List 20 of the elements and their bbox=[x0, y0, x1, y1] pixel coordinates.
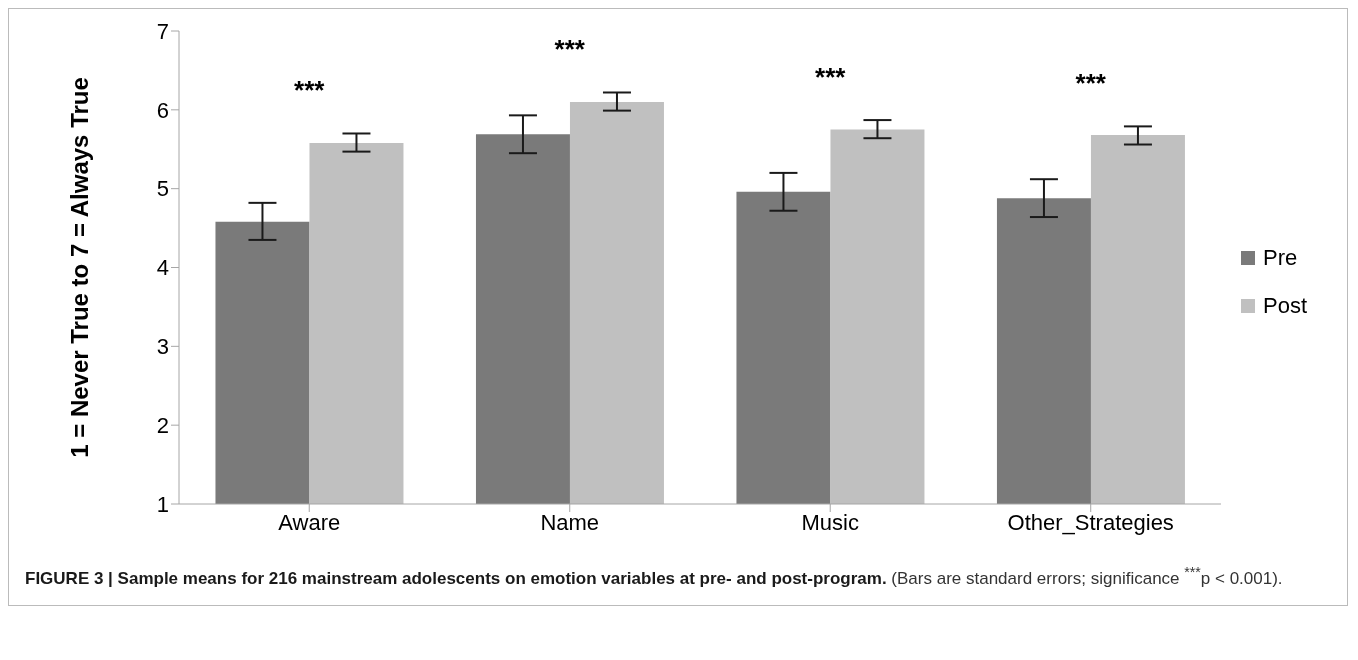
text: FIGURE 3 | Sample means for 216 mainstream adolescents on emotion variables at pre- and post-program. bbox=[25, 568, 887, 588]
x-tick-label: Other_Strategies bbox=[1007, 509, 1174, 535]
y-tick-label: 6 bbox=[156, 97, 169, 123]
text: (Bars are standard errors; significance $^{***}$p < 0.001). bbox=[891, 564, 1283, 588]
annotation: *** bbox=[294, 75, 326, 106]
y-tick-label: 7 bbox=[156, 18, 169, 44]
annotation: *** bbox=[1075, 68, 1107, 99]
x-tick-label: Music bbox=[801, 509, 859, 535]
x-tick-label: Name bbox=[540, 509, 600, 535]
y-tick-label: 1 bbox=[156, 491, 169, 517]
y-tick-label: 2 bbox=[156, 412, 169, 438]
annotation: *** bbox=[815, 61, 847, 92]
legend-label: Post bbox=[1262, 291, 1307, 320]
y-tick-label: 5 bbox=[156, 176, 169, 202]
annotation: *** bbox=[554, 34, 586, 65]
y-tick-label: 3 bbox=[156, 334, 169, 360]
y-axis-title: 1 = Never True to 7 = Always True bbox=[65, 77, 93, 458]
y-tick-label: 4 bbox=[156, 255, 169, 281]
x-tick-label: Aware bbox=[278, 509, 341, 535]
legend-label: Pre bbox=[1262, 243, 1298, 272]
